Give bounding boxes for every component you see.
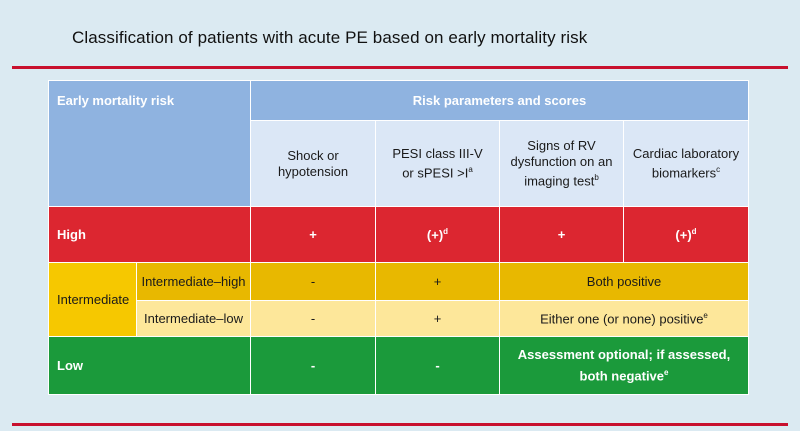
header-blank: [48, 120, 251, 207]
table-row-intermediate-low: Intermediate–low - + Either one (or none…: [49, 300, 749, 337]
table-row-high: High + (+)d + (+)d: [48, 206, 749, 263]
header-rv-line2: dysfunction on an: [510, 153, 613, 169]
intermediate-high-rv-biomarkers: Both positive: [499, 262, 749, 301]
header-rv: Signs of RV dysfunction on an imaging te…: [499, 120, 624, 207]
low-shock: -: [250, 336, 376, 395]
low-rv-biomarkers: Assessment optional; if assessed, both n…: [499, 336, 749, 395]
header-pesi: PESI class III-V or sPESI >Ia: [375, 120, 500, 207]
bottom-rule: [12, 423, 788, 426]
high-rv: +: [499, 206, 624, 263]
row-label-intermediate: Intermediate: [48, 262, 137, 337]
header-risk-parameters: Risk parameters and scores: [250, 80, 749, 121]
header-pesi-line2: or sPESI >I: [402, 165, 469, 181]
header-early-mortality-risk-label: Early mortality risk: [57, 93, 175, 108]
header-rv-line1: Signs of RV: [527, 137, 596, 153]
low-rv-biomarkers-line1: Assessment optional; if assessed,: [517, 346, 731, 362]
low-rv-biomarkers-line2: both negative: [579, 368, 665, 384]
footnote-e: e: [664, 367, 669, 377]
intermediate-low-rv-biomarkers-text: Either one (or none) positive: [540, 311, 704, 327]
table-row-intermediate-high: Intermediate Intermediate–high - + Both …: [48, 262, 749, 337]
header-shock: Shock or hypotension: [250, 120, 376, 207]
high-shock: +: [250, 206, 376, 263]
intermediate-low-pesi: +: [375, 300, 500, 337]
header-biomarkers-line2: biomarkers: [651, 165, 717, 181]
high-pesi: (+)d: [375, 206, 500, 263]
page-title: Classification of patients with acute PE…: [72, 28, 588, 47]
top-rule: [12, 66, 788, 69]
header-shock-line2: hypotension: [277, 163, 349, 179]
header-rv-line3: imaging test: [524, 173, 595, 189]
high-biomarkers: (+)d: [623, 206, 749, 263]
header-biomarkers: Cardiac laboratory biomarkersc: [623, 120, 749, 207]
intermediate-low-rv-biomarkers: Either one (or none) positivee: [499, 300, 749, 337]
row-label-low: Low: [48, 336, 251, 395]
table-row-low: Low - - Assessment optional; if assessed…: [48, 336, 749, 395]
footnote-b: b: [594, 172, 599, 182]
header-pesi-line1: PESI class III-V: [392, 145, 483, 161]
header-biomarkers-line1: Cardiac laboratory: [632, 145, 740, 161]
footnote-d: d: [691, 226, 697, 236]
header-shock-line1: Shock or: [287, 147, 339, 163]
intermediate-low-shock: -: [250, 300, 376, 337]
intermediate-high-pesi: +: [375, 262, 500, 301]
row-label-high: High: [48, 206, 251, 263]
row-label-intermediate-high: Intermediate–high: [136, 262, 251, 301]
risk-table-body: Shock or hypotension PESI class III-V or…: [48, 120, 749, 395]
row-label-intermediate-low: Intermediate–low: [136, 300, 251, 337]
footnote-a: a: [468, 164, 473, 174]
high-pesi-value: (+): [426, 227, 444, 243]
footnote-d: d: [443, 226, 449, 236]
footnote-e: e: [703, 310, 708, 320]
intermediate-high-shock: -: [250, 262, 376, 301]
low-pesi: -: [375, 336, 500, 395]
high-biomarkers-value: (+): [675, 227, 692, 243]
footnote-c: c: [716, 164, 721, 174]
